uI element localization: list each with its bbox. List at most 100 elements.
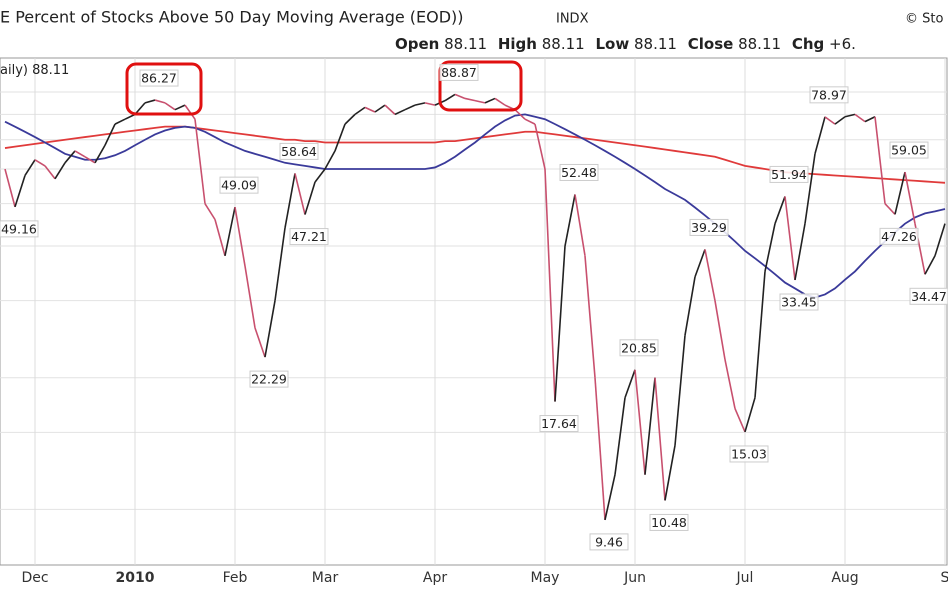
price-segment <box>294 173 306 215</box>
data-label: 39.29 <box>691 220 727 235</box>
price-segment <box>34 159 46 167</box>
price-segment <box>424 102 436 106</box>
x-tick-label: May <box>531 570 560 586</box>
data-label: 10.48 <box>651 515 687 530</box>
price-segment <box>414 102 426 106</box>
quote-value: 88.11 <box>444 35 487 53</box>
price-segment <box>724 359 736 409</box>
price-segment <box>184 104 196 120</box>
data-label-box <box>289 228 329 246</box>
data-label: 49.09 <box>221 178 257 193</box>
price-segment <box>774 196 786 224</box>
price-segment <box>834 116 846 125</box>
data-label: 34.47 <box>911 289 947 304</box>
highlight-box <box>125 62 203 116</box>
highlight-box <box>438 60 523 112</box>
x-tick-label: Mar <box>312 570 339 586</box>
price-segment <box>764 223 776 272</box>
price-segment <box>84 156 96 164</box>
price-segment <box>444 93 456 102</box>
price-segment <box>784 196 796 281</box>
price-segment <box>224 206 236 256</box>
data-label: 47.26 <box>881 229 917 244</box>
data-label: 59.05 <box>891 143 927 158</box>
data-label: 17.64 <box>541 416 577 431</box>
price-segment <box>594 377 606 520</box>
price-segment <box>54 162 66 180</box>
price-segment <box>494 97 506 106</box>
price-segment <box>4 168 16 208</box>
price-segment <box>804 153 816 224</box>
price-segment <box>324 150 336 170</box>
data-label-box <box>249 370 289 388</box>
price-segment <box>454 93 466 100</box>
quote-row: Open 88.11 High 88.11 Low 88.11 Close 88… <box>395 35 856 53</box>
legend-text: aily) <box>0 63 28 78</box>
price-segment <box>524 118 536 125</box>
price-segment <box>384 104 396 115</box>
data-label: 86.27 <box>141 71 177 86</box>
price-segment <box>654 377 666 501</box>
legend: aily) 88.11 <box>0 63 69 78</box>
price-segment <box>314 168 326 183</box>
price-segment <box>604 474 616 521</box>
data-label-box <box>279 142 319 160</box>
data-label: 15.03 <box>731 446 767 461</box>
price-segment <box>614 397 626 475</box>
lines <box>4 93 946 521</box>
x-tick-label: Apr <box>423 570 447 586</box>
price-segment <box>354 106 366 116</box>
exchange: INDX <box>556 12 589 27</box>
price-segment <box>484 97 496 104</box>
data-label: 47.21 <box>291 229 327 244</box>
price-segment <box>734 408 746 433</box>
price-segment <box>924 255 936 275</box>
data-label-box <box>879 227 919 245</box>
data-label-box <box>649 513 689 531</box>
data-label: 52.48 <box>561 165 597 180</box>
price-segment <box>824 116 836 125</box>
data-label: 88.87 <box>441 65 477 80</box>
quote-label: Chg <box>792 35 824 53</box>
price-segment <box>694 249 706 278</box>
price-segment <box>544 168 556 402</box>
price-segment <box>644 377 656 475</box>
price-segment <box>744 397 756 433</box>
data-label-box <box>559 163 599 181</box>
data-label-box <box>909 287 948 305</box>
price-segment <box>344 113 356 125</box>
data-label-box <box>769 165 809 183</box>
price-segment <box>24 159 36 176</box>
price-segment <box>464 97 476 102</box>
price-segment <box>194 119 206 204</box>
price-segment <box>404 104 416 111</box>
data-label: 22.29 <box>251 372 287 387</box>
quote-label: High <box>498 35 537 53</box>
price-segment <box>244 265 256 328</box>
price-segment <box>684 276 696 336</box>
price-segment <box>874 116 886 204</box>
price-segment <box>14 175 26 208</box>
data-label: 20.85 <box>621 340 657 355</box>
price-segment <box>934 223 946 257</box>
quote-value: +6. <box>829 35 856 53</box>
data-label-box <box>689 218 729 236</box>
price-segment <box>144 99 156 104</box>
price-segment <box>884 203 896 215</box>
price-segment <box>114 118 126 125</box>
data-label: 51.94 <box>771 167 807 182</box>
price-segment <box>44 165 56 180</box>
price-segment <box>154 99 166 104</box>
data-label: 58.64 <box>281 144 317 159</box>
quote-value: 88.11 <box>634 35 677 53</box>
price-segment <box>124 113 136 120</box>
source: © Sto <box>905 12 943 27</box>
price-segment <box>264 300 276 358</box>
price-segment <box>234 207 246 267</box>
price-segment <box>254 327 266 358</box>
data-label: 9.46 <box>595 534 623 549</box>
x-tick-label: 2010 <box>116 570 155 586</box>
price-segment <box>714 300 726 360</box>
x-tick-label: Jun <box>623 570 646 586</box>
price-segment <box>534 123 546 170</box>
